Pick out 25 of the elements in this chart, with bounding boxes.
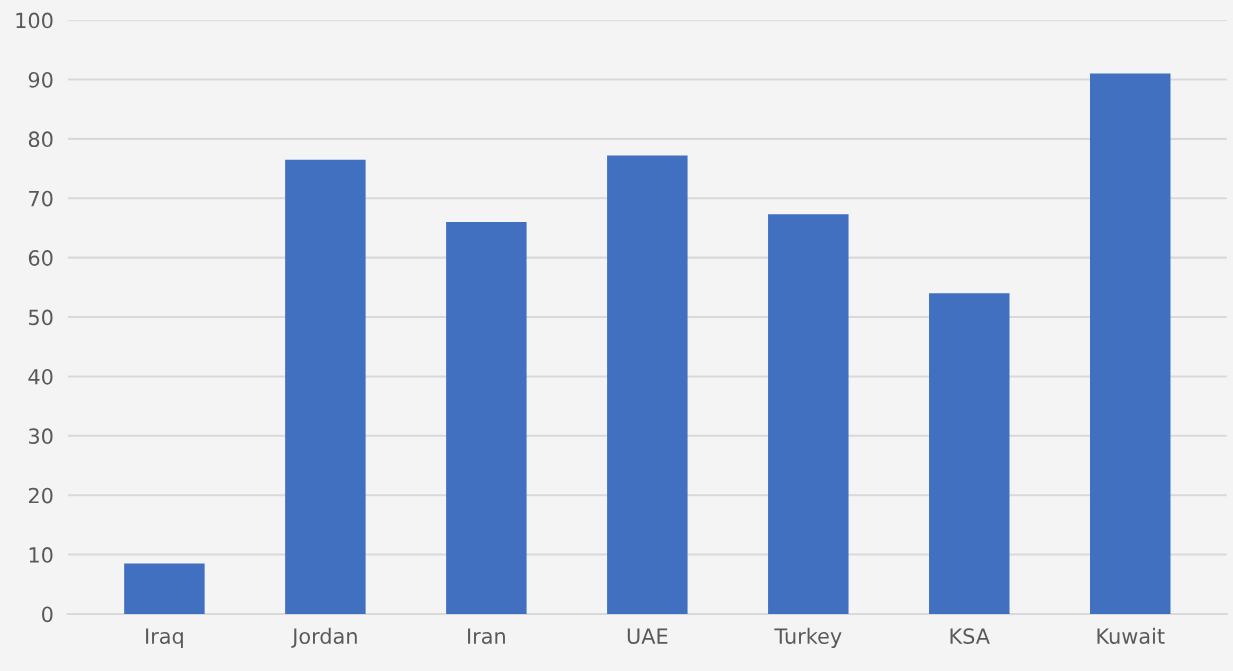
y-tick-label: 100 bbox=[16, 12, 53, 29]
y-tick-label: 80 bbox=[28, 131, 53, 148]
x-tick-label: Iran bbox=[468, 628, 505, 644]
x-tick-label: KSA bbox=[950, 628, 990, 644]
bar bbox=[124, 563, 205, 614]
x-tick-label: Turkey bbox=[774, 627, 842, 649]
y-tick-label: 90 bbox=[28, 71, 53, 88]
y-tick-label: 30 bbox=[29, 428, 53, 445]
y-tick-label: 10 bbox=[29, 547, 53, 563]
y-tick-label: 70 bbox=[29, 190, 53, 207]
y-tick-label: 0 bbox=[42, 606, 53, 623]
x-tick-label: Iraq bbox=[146, 628, 183, 649]
x-tick-label: UAE bbox=[627, 628, 668, 644]
bar bbox=[607, 155, 688, 614]
bar bbox=[446, 222, 527, 614]
x-tick-label: Kuwait bbox=[1097, 627, 1165, 644]
x-tick-label: Jordan bbox=[291, 627, 357, 648]
bar bbox=[768, 214, 849, 614]
bar bbox=[285, 159, 366, 614]
y-tick-label: 20 bbox=[28, 487, 53, 504]
y-tick-label: 60 bbox=[28, 250, 53, 266]
y-tick-label: 40 bbox=[28, 368, 53, 385]
bar bbox=[1090, 73, 1171, 614]
y-tick-label: 50 bbox=[29, 309, 53, 326]
bar bbox=[929, 293, 1010, 614]
